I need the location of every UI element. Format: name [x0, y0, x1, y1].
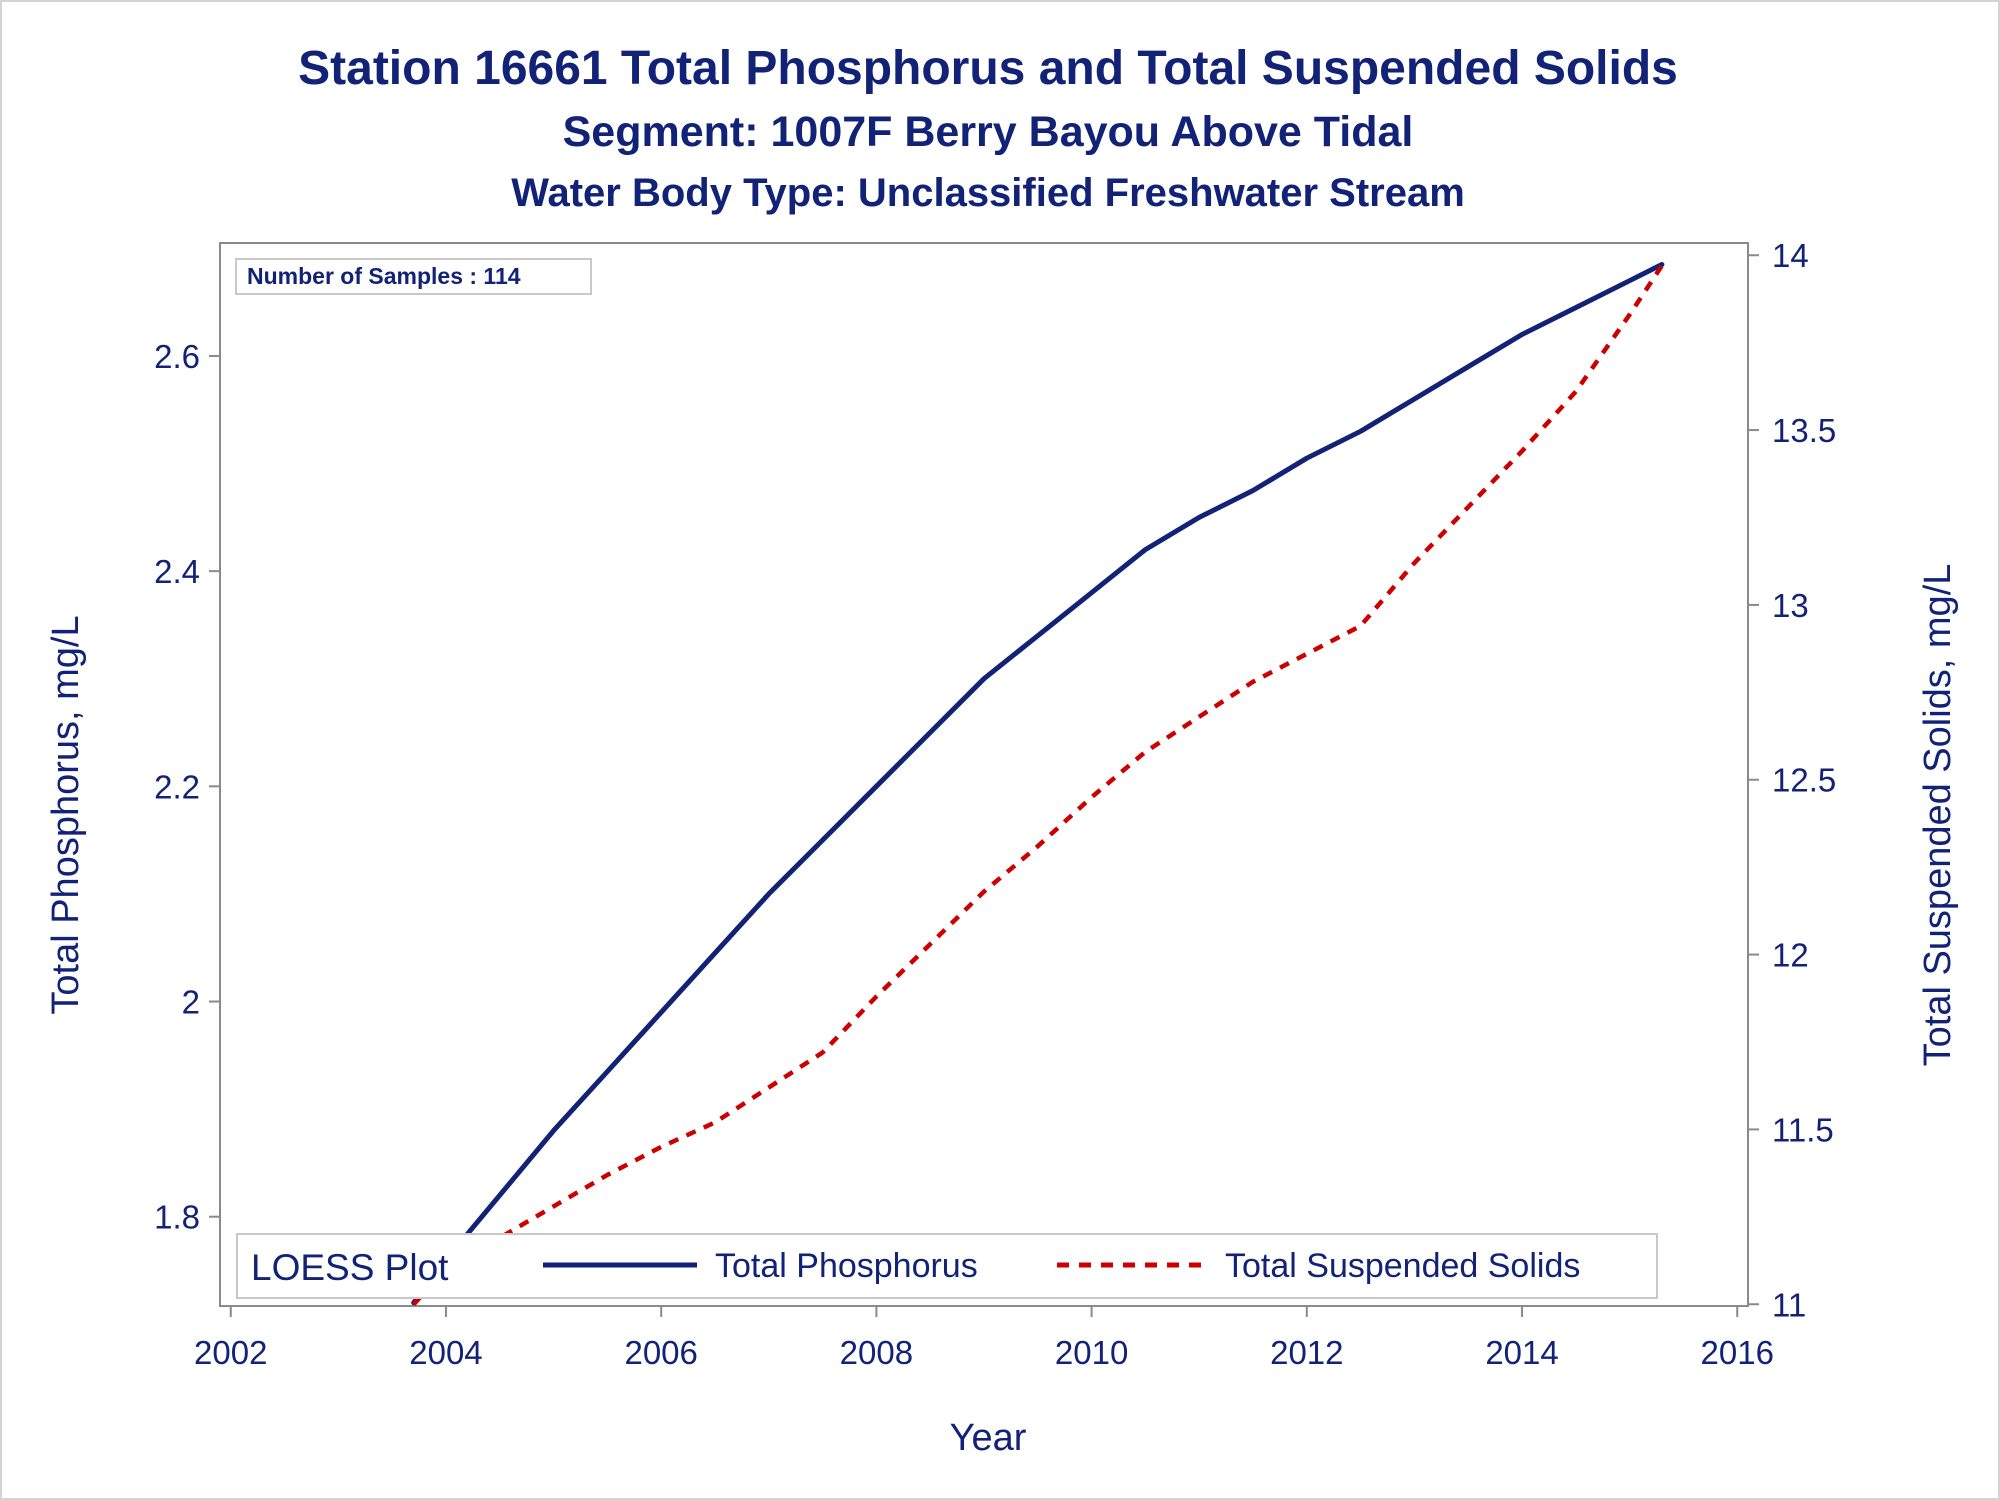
y2-tick-label: 11: [1772, 1286, 1806, 1323]
y-axis-label: Total Phosphorus, mg/L: [45, 615, 87, 1014]
y2-tick-label: 11.5: [1772, 1111, 1834, 1148]
y-tick-label: 1.8: [154, 1199, 200, 1236]
x-tick-label: 2006: [624, 1334, 697, 1371]
x-tick-label: 2014: [1485, 1334, 1558, 1371]
y-tick-label: 2.4: [154, 553, 200, 590]
sample-count-box: [235, 258, 592, 295]
plot-frame: [219, 242, 1749, 1307]
legend-title: LOESS Plot: [251, 1247, 449, 1288]
x-tick-label: 2012: [1270, 1334, 1343, 1371]
y2-tick-label: 13: [1772, 587, 1809, 624]
chart-subtitle-2: Water Body Type: Unclassified Freshwater…: [511, 171, 1465, 215]
legend-label-tss: Total Suspended Solids: [1225, 1247, 1580, 1285]
chart-title: Station 16661 Total Phosphorus and Total…: [298, 42, 1678, 95]
y2-tick-label: 14: [1772, 237, 1809, 274]
y-tick-label: 2.2: [154, 768, 200, 805]
y-tick-label: 2.6: [154, 338, 200, 375]
y2-axis-label: Total Suspended Solids, mg/L: [1917, 564, 1959, 1067]
y-tick-label: 2: [182, 984, 200, 1021]
series-line-total-suspended-solids: [412, 264, 1664, 1306]
y2-tick-label: 12: [1772, 937, 1809, 974]
series-layer: [411, 262, 1665, 1306]
sample-count-inset: Number of Samples : 114: [235, 258, 592, 295]
legend: LOESS Plot Total Phosphorus Total Suspen…: [236, 1233, 1658, 1299]
legend-box: [236, 1233, 1658, 1299]
legend-label-phosphorus: Total Phosphorus: [715, 1247, 978, 1285]
x-tick-label: 2010: [1055, 1334, 1128, 1371]
x-tick-label: 2016: [1701, 1334, 1774, 1371]
x-tick-label: 2008: [840, 1334, 913, 1371]
x-tick-label: 2002: [194, 1334, 267, 1371]
chart-subtitle: Segment: 1007F Berry Bayou Above Tidal: [563, 108, 1414, 156]
x-axis-label: Year: [950, 1417, 1027, 1459]
y2-tick-label: 13.5: [1772, 412, 1836, 449]
x-tick-label: 2004: [409, 1334, 482, 1371]
sample-count-text: Number of Samples : 114: [247, 263, 521, 289]
axes-layer: 2002 2004 2006 2008 2010 2012 2014 2016 1.8 2 2.2 2…: [154, 237, 1836, 1371]
series-line-total-phosphorus: [411, 262, 1665, 1306]
y2-tick-label: 12.5: [1772, 762, 1836, 799]
